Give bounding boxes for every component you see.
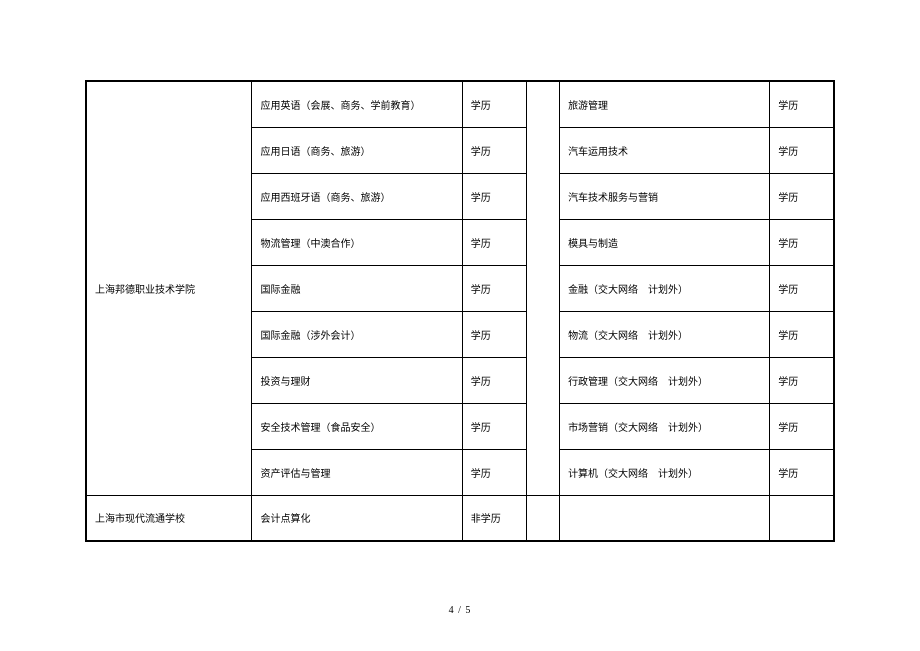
school-name-cell: 上海邦德职业技术学院 (86, 81, 252, 495)
type-cell: 学历 (462, 127, 526, 173)
course-table: 上海邦德职业技术学院 应用英语（会展、商务、学前教育） 学历 旅游管理 学历 应… (85, 80, 835, 542)
sep-cell (526, 81, 559, 127)
sep-cell (526, 495, 559, 541)
major-cell: 物流（交大网络 计划外） (560, 311, 770, 357)
major-cell: 应用日语（商务、旅游） (252, 127, 462, 173)
major-cell: 市场营销（交大网络 计划外） (560, 403, 770, 449)
table-row: 上海邦德职业技术学院 应用英语（会展、商务、学前教育） 学历 旅游管理 学历 (86, 81, 834, 127)
major-cell: 国际金融 (252, 265, 462, 311)
type-cell: 学历 (770, 219, 834, 265)
type-cell: 学历 (462, 449, 526, 495)
school-name-cell: 上海市现代流通学校 (86, 495, 252, 541)
major-cell: 资产评估与管理 (252, 449, 462, 495)
sep-cell (526, 403, 559, 449)
major-cell: 安全技术管理（食品安全） (252, 403, 462, 449)
type-cell: 学历 (770, 265, 834, 311)
sep-cell (526, 219, 559, 265)
major-cell: 金融（交大网络 计划外） (560, 265, 770, 311)
major-cell: 计算机（交大网络 计划外） (560, 449, 770, 495)
type-cell (770, 495, 834, 541)
major-cell: 行政管理（交大网络 计划外） (560, 357, 770, 403)
major-cell: 会计点算化 (252, 495, 462, 541)
page-container: 上海邦德职业技术学院 应用英语（会展、商务、学前教育） 学历 旅游管理 学历 应… (0, 0, 920, 542)
page-number: 4 / 5 (0, 605, 920, 616)
type-cell: 学历 (462, 219, 526, 265)
type-cell: 学历 (462, 357, 526, 403)
sep-cell (526, 173, 559, 219)
type-cell: 学历 (770, 357, 834, 403)
type-cell: 学历 (770, 403, 834, 449)
type-cell: 学历 (770, 311, 834, 357)
table-row: 上海市现代流通学校 会计点算化 非学历 (86, 495, 834, 541)
type-cell: 学历 (462, 403, 526, 449)
type-cell: 学历 (770, 173, 834, 219)
major-cell: 旅游管理 (560, 81, 770, 127)
type-cell: 学历 (770, 81, 834, 127)
major-cell: 模具与制造 (560, 219, 770, 265)
type-cell: 学历 (462, 81, 526, 127)
major-cell: 应用西班牙语（商务、旅游） (252, 173, 462, 219)
sep-cell (526, 265, 559, 311)
major-cell: 物流管理（中澳合作） (252, 219, 462, 265)
major-cell: 国际金融（涉外会计） (252, 311, 462, 357)
sep-cell (526, 357, 559, 403)
type-cell: 学历 (462, 265, 526, 311)
sep-cell (526, 311, 559, 357)
sep-cell (526, 127, 559, 173)
major-cell: 汽车运用技术 (560, 127, 770, 173)
major-cell (560, 495, 770, 541)
type-cell: 学历 (770, 127, 834, 173)
major-cell: 应用英语（会展、商务、学前教育） (252, 81, 462, 127)
major-cell: 汽车技术服务与营销 (560, 173, 770, 219)
sep-cell (526, 449, 559, 495)
major-cell: 投资与理财 (252, 357, 462, 403)
type-cell: 非学历 (462, 495, 526, 541)
type-cell: 学历 (770, 449, 834, 495)
type-cell: 学历 (462, 311, 526, 357)
type-cell: 学历 (462, 173, 526, 219)
